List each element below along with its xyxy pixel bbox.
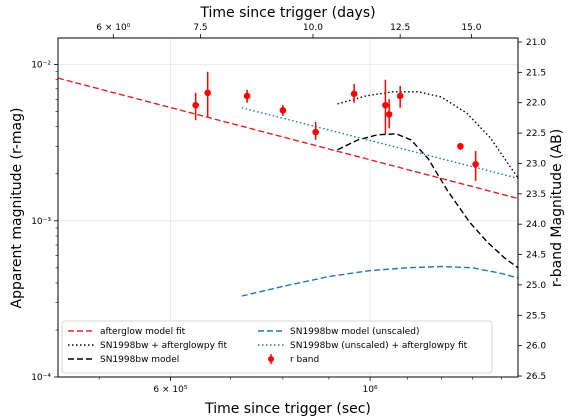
right-y-tick-label: 24.0: [526, 220, 546, 230]
legend-label: SN1998bw (unscaled) + afterglowpy fit: [290, 341, 468, 351]
y-axis-title: Apparent magnitude (r-mag): [9, 108, 25, 309]
curve-sn1998bw-unscaled-afterglowpy-fit: [241, 107, 519, 179]
r-band-point: [279, 106, 287, 114]
top-x-tick-label: 10.0: [303, 23, 323, 33]
y-tick-label: 10⁻⁴: [31, 373, 51, 383]
y-tick-label: 10⁻³: [31, 217, 51, 227]
model-curves: [57, 77, 519, 297]
legend-marker-point: [268, 356, 274, 362]
curve-afterglow-model-fit: [57, 77, 519, 200]
right-y-axis-title: r-band Magnitude (AB): [549, 129, 565, 287]
x-tick-label: 6 × 10⁵: [153, 385, 187, 395]
right-y-tick-label: 26.5: [526, 372, 546, 382]
curve-sn1998bw-afterglowpy-fit: [337, 91, 519, 179]
legend-label: SN1998bw model (unscaled): [290, 327, 420, 337]
right-y-tick-label: 21.0: [526, 38, 546, 48]
top-x-tick-label: 15.0: [461, 23, 481, 33]
top-x-tick-label: 12.5: [390, 23, 410, 33]
r-band-point: [382, 101, 389, 109]
x-axis-title: Time since trigger (sec): [204, 401, 371, 417]
legend: afterglow model fit SN1998bw + afterglowp…: [61, 320, 493, 374]
top-x-tick-label: 6 × 10⁰: [96, 23, 130, 33]
plot-frame: [57, 37, 519, 378]
right-y-tick-label: 25.5: [526, 311, 546, 321]
curve-sn1998bw-model-unscaled: [241, 265, 519, 297]
legend-label: afterglow model fit: [100, 327, 186, 337]
right-y-tick-label: 23.0: [526, 159, 546, 169]
right-y-tick-label: 26.0: [526, 342, 546, 352]
r-band-point: [192, 101, 199, 109]
curve-sn1998bw-model: [337, 133, 519, 269]
r-band-point: [472, 160, 479, 168]
r-band-point: [243, 92, 251, 100]
r-band-point: [457, 142, 464, 150]
top-x-axis-title: Time since trigger (days): [199, 5, 375, 21]
x-tick-label: 10⁶: [363, 385, 378, 395]
legend-label: SN1998bw model: [100, 355, 179, 365]
legend-label: r band: [290, 355, 319, 365]
top-x-tick-label: 7.5: [193, 23, 207, 33]
right-y-tick-label: 22.5: [526, 129, 546, 139]
right-y-tick-label: 25.0: [526, 281, 546, 291]
r-band-point: [350, 90, 358, 98]
legend-box: [61, 320, 493, 374]
y-tick-label: 10⁻²: [31, 61, 51, 71]
legend-label: SN1998bw + afterglowpy fit: [100, 341, 227, 351]
right-y-tick-label: 21.5: [526, 68, 546, 78]
r-band-point: [385, 111, 393, 118]
r-band-point: [396, 92, 404, 100]
right-y-tick-label: 24.5: [526, 251, 546, 261]
axis-ticks: 6 × 10⁵ 10⁶ 10⁻⁴ 10⁻³ 10⁻² 6 × 10⁰ 7.5 10.0 12.5…: [31, 23, 546, 395]
r-band-points: [192, 71, 479, 181]
r-band-point: [312, 128, 319, 136]
r-band-point: [204, 89, 211, 97]
right-y-tick-label: 23.5: [526, 190, 546, 200]
right-y-tick-label: 22.0: [526, 99, 546, 109]
